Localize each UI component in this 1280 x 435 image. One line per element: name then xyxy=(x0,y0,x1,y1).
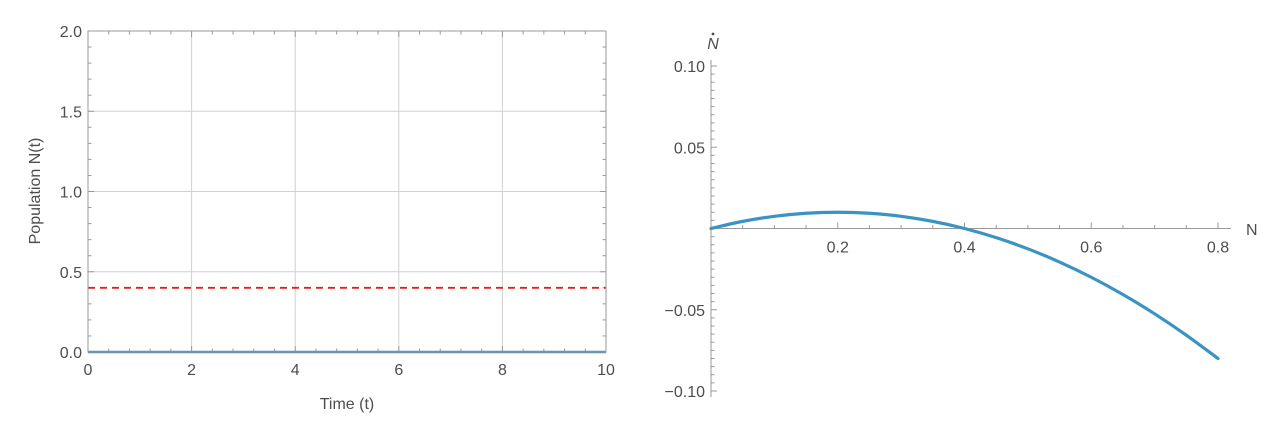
right-axes xyxy=(710,60,1231,397)
left-x-tick-label: 0 xyxy=(84,362,93,379)
left-y-tick-label: 2.0 xyxy=(60,24,82,41)
right-x-tick-label: 0.6 xyxy=(1080,240,1102,257)
right-x-tick-label: 0.8 xyxy=(1207,240,1229,257)
left-plot-frame xyxy=(87,30,607,353)
left-y-tick-label: 1.0 xyxy=(60,185,82,202)
right-x-tick-label: 0.2 xyxy=(827,240,849,257)
phase-line-chart: 0.2 0.4 0.6 0.8 −0.10 −0.05 0.05 0.10 N N xyxy=(665,32,1258,401)
left-x-tick-label: 2 xyxy=(187,362,196,379)
left-x-tick-labels: 0 2 4 6 8 10 xyxy=(84,362,615,379)
population-time-chart: 0 2 4 6 8 10 0.0 0.5 1.0 1.5 2.0 Time (t) Populat… xyxy=(27,24,615,413)
left-y-axis-label: Population N(t) xyxy=(27,138,44,245)
right-y-tick-labels: −0.10 −0.05 0.05 0.10 xyxy=(665,59,706,401)
left-x-axis-label: Time (t) xyxy=(320,396,375,413)
right-growth-curve xyxy=(709,210,1220,361)
left-x-tick-label: 10 xyxy=(597,362,615,379)
right-y-tick-label: 0.10 xyxy=(674,59,705,76)
left-y-tick-label: 0.0 xyxy=(60,345,82,362)
right-x-axis-label: N xyxy=(1246,222,1258,239)
left-x-tick-label: 4 xyxy=(291,362,300,379)
right-series-layer xyxy=(709,210,1220,361)
right-y-tick-label: 0.05 xyxy=(674,140,705,157)
right-y-axis-label: N xyxy=(707,36,719,53)
left-y-tick-label: 1.5 xyxy=(60,104,82,121)
right-x-tick-label: 0.4 xyxy=(953,240,975,257)
left-y-tick-label: 0.5 xyxy=(60,265,82,282)
left-grid xyxy=(88,31,606,352)
right-x-tick-labels: 0.2 0.4 0.6 0.8 xyxy=(827,240,1230,257)
left-x-tick-label: 6 xyxy=(394,362,403,379)
right-y-tick-label: −0.10 xyxy=(665,384,706,401)
left-y-tick-labels: 0.0 0.5 1.0 1.5 2.0 xyxy=(60,24,82,362)
right-y-tick-label: −0.05 xyxy=(665,303,706,320)
right-y-axis-label-dot xyxy=(711,32,715,36)
left-x-tick-label: 8 xyxy=(498,362,507,379)
left-series-layer xyxy=(88,286,606,354)
